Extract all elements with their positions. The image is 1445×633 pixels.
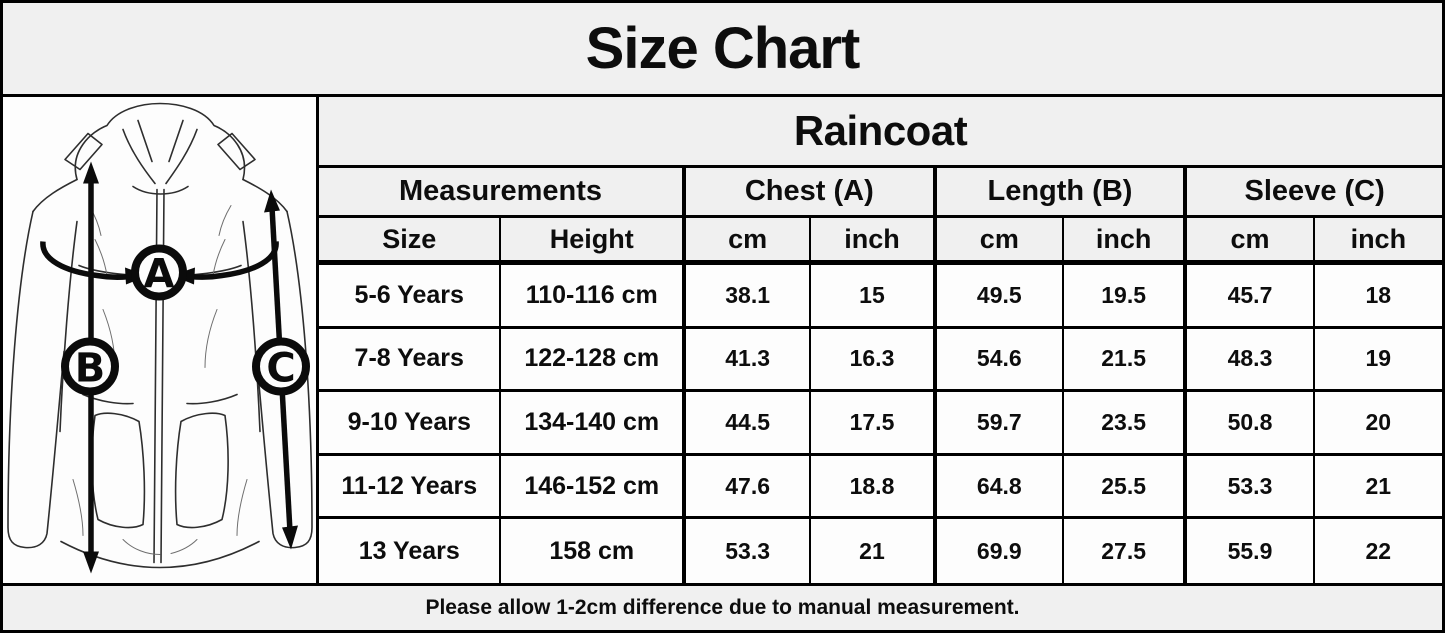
col-header-chest-inch: inch bbox=[811, 218, 937, 265]
marker-b: B bbox=[61, 337, 119, 396]
col-header-height: Height bbox=[501, 218, 686, 265]
table-cell: 38.1 bbox=[685, 265, 812, 329]
table-cell: 146-152 cm bbox=[501, 455, 686, 520]
content-area: A B C Raincoat Measurements Chest (A) Le… bbox=[3, 97, 1442, 583]
col-header-sleeve-inch: inch bbox=[1314, 218, 1442, 265]
marker-c-letter: C bbox=[266, 346, 295, 392]
col-header-length-inch: inch bbox=[1063, 218, 1188, 265]
table-cell: 16.3 bbox=[811, 328, 937, 393]
raincoat-measurement-diagram-icon: A B C bbox=[7, 102, 313, 574]
table-cell: 19 bbox=[1314, 328, 1442, 393]
col-group-measurements: Measurements bbox=[319, 168, 686, 218]
table-cell: 50.8 bbox=[1187, 392, 1315, 456]
table-cell: 23.5 bbox=[1063, 392, 1188, 456]
table-cell: 47.6 bbox=[685, 455, 812, 520]
table-cell: 21 bbox=[811, 519, 937, 583]
col-header-size: Size bbox=[319, 218, 502, 265]
marker-b-circle-icon bbox=[61, 337, 119, 396]
measurement-note: Please allow 1-2cm difference due to man… bbox=[3, 583, 1442, 630]
col-group-chest: Chest (A) bbox=[685, 168, 937, 218]
table-cell: 64.8 bbox=[936, 455, 1064, 520]
table-cell: 49.5 bbox=[936, 265, 1064, 329]
col-header-length-cm: cm bbox=[936, 218, 1064, 265]
table-cell: 54.6 bbox=[936, 328, 1064, 393]
table-cell: 19.5 bbox=[1063, 265, 1188, 329]
col-group-sleeve: Sleeve (C) bbox=[1187, 168, 1442, 218]
table-cell: 158 cm bbox=[501, 519, 686, 583]
product-name-header: Raincoat bbox=[319, 97, 1442, 168]
table-cell: 110-116 cm bbox=[501, 265, 686, 329]
col-header-chest-cm: cm bbox=[685, 218, 812, 265]
raincoat-sketch-icon bbox=[7, 102, 313, 569]
col-group-length: Length (B) bbox=[936, 168, 1188, 218]
table-cell: 17.5 bbox=[811, 392, 937, 456]
col-header-sleeve-cm: cm bbox=[1187, 218, 1315, 265]
table-cell: 13 Years bbox=[319, 519, 502, 583]
table-cell: 18.8 bbox=[811, 455, 937, 520]
table-cell: 122-128 cm bbox=[501, 328, 686, 393]
table-cell: 9-10 Years bbox=[319, 392, 502, 456]
table-cell: 22 bbox=[1314, 519, 1442, 583]
table-cell: 7-8 Years bbox=[319, 328, 502, 393]
marker-a: A bbox=[131, 244, 187, 301]
sketch-texture-lines bbox=[72, 205, 248, 555]
table-cell: 27.5 bbox=[1063, 519, 1188, 583]
table-cell: 55.9 bbox=[1187, 519, 1315, 583]
table-cell: 21.5 bbox=[1063, 328, 1188, 393]
table-cell: 69.9 bbox=[936, 519, 1064, 583]
table-cell: 11-12 Years bbox=[319, 455, 502, 520]
page-title: Size Chart bbox=[3, 3, 1442, 97]
table-cell: 134-140 cm bbox=[501, 392, 686, 456]
table-cell: 44.5 bbox=[685, 392, 812, 456]
chest-arrow-right-icon bbox=[189, 241, 279, 280]
table-cell: 53.3 bbox=[1187, 455, 1315, 520]
marker-c-circle-icon bbox=[252, 337, 310, 396]
table-cell: 15 bbox=[811, 265, 937, 329]
size-table-grid: Measurements Chest (A) Length (B) Sleeve… bbox=[319, 168, 1442, 583]
table-cell: 18 bbox=[1314, 265, 1442, 329]
table-cell: 45.7 bbox=[1187, 265, 1315, 329]
table-cell: 5-6 Years bbox=[319, 265, 502, 329]
table-cell: 41.3 bbox=[685, 328, 812, 393]
table-cell: 59.7 bbox=[936, 392, 1064, 456]
size-table: Raincoat Measurements Chest (A) Length (… bbox=[319, 97, 1442, 583]
raincoat-diagram-panel: A B C bbox=[3, 97, 319, 583]
marker-b-letter: B bbox=[75, 346, 106, 392]
table-cell: 20 bbox=[1314, 392, 1442, 456]
chest-arrow-left-icon bbox=[40, 241, 131, 280]
table-cell: 21 bbox=[1314, 455, 1442, 520]
marker-c: C bbox=[252, 337, 310, 396]
table-cell: 25.5 bbox=[1063, 455, 1188, 520]
marker-a-circle-icon bbox=[131, 244, 187, 301]
table-cell: 53.3 bbox=[685, 519, 812, 583]
table-cell: 48.3 bbox=[1187, 328, 1315, 393]
marker-a-letter: A bbox=[144, 252, 175, 298]
